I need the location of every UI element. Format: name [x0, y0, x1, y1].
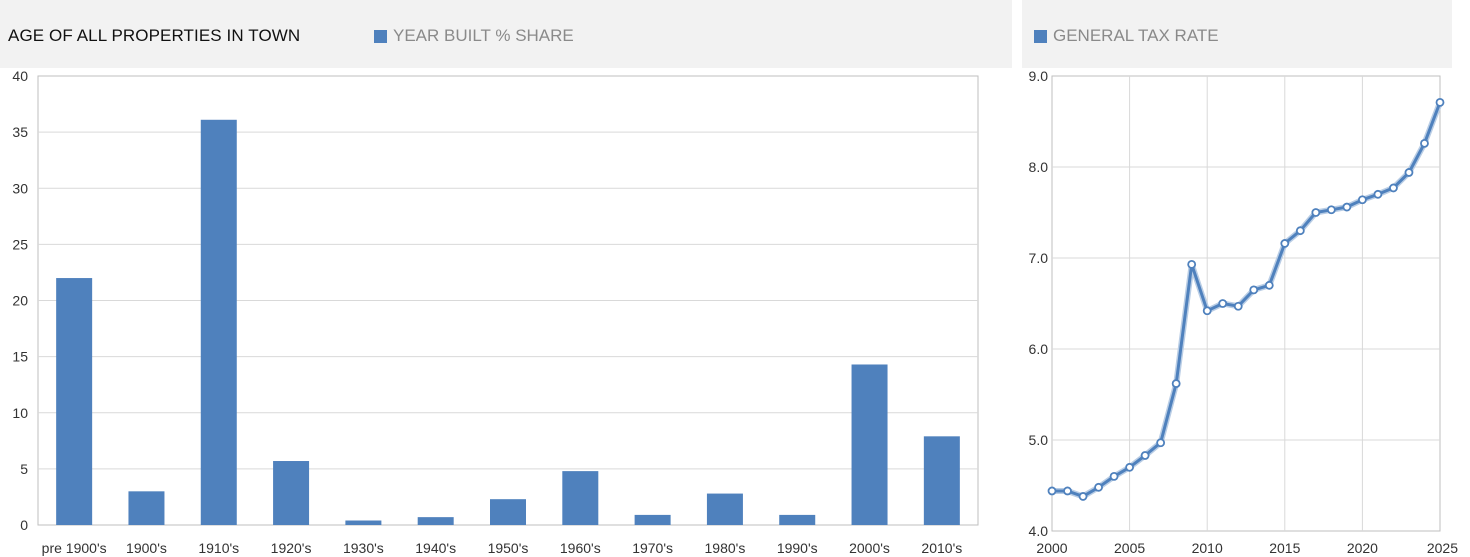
- bar: [923, 436, 960, 525]
- legend-swatch-year-built: [374, 29, 387, 43]
- tax-rate-point: [1187, 259, 1197, 269]
- tax-rate-point: [1125, 462, 1134, 472]
- bar-y-tick-label: 15: [12, 349, 28, 365]
- tax-rate-point: [1311, 208, 1321, 217]
- tax-rate-point: [1063, 486, 1072, 496]
- tax-rate-point: [1295, 226, 1305, 236]
- line-x-tick-label: 2010: [1192, 540, 1223, 556]
- bar-x-tick-label: 1950's: [488, 540, 529, 556]
- tax-rate-point: [1094, 482, 1103, 492]
- line-x-tick-label: 2000: [1036, 540, 1067, 556]
- tax-rate-line: [1052, 101, 1442, 498]
- legend-label-year-built: YEAR BUILT % SHARE: [393, 26, 574, 45]
- line-x-tick-label: 2015: [1269, 540, 1300, 556]
- legend-swatch-tax-rate: [1034, 29, 1047, 43]
- tax-rate-point: [1249, 285, 1259, 295]
- tax-rate-point: [1156, 438, 1166, 448]
- line-y-tick-label: 5.0: [1029, 432, 1049, 448]
- bar-x-tick-label: 1960's: [560, 540, 601, 556]
- left-chart-legend: YEAR BUILT % SHARE: [374, 26, 574, 46]
- tax-rate-point: [1218, 299, 1228, 308]
- bar-y-tick-label: 20: [12, 293, 28, 309]
- tax-rate-point: [1389, 183, 1398, 193]
- tax-rate-point: [1109, 471, 1119, 481]
- bar-y-tick-label: 35: [12, 124, 28, 140]
- bar: [345, 520, 382, 525]
- tax-rate-point: [1047, 486, 1057, 496]
- line-y-tick-label: 4.0: [1029, 523, 1049, 539]
- bar: [490, 499, 526, 525]
- bar-x-tick-label: 1910's: [198, 540, 239, 556]
- tax-rate-point: [1420, 138, 1429, 148]
- bar-x-tick-label: 1980's: [705, 540, 746, 556]
- bar-x-tick-label: 1900's: [126, 540, 167, 556]
- bar: [706, 493, 743, 525]
- line-plot-area: [1051, 75, 1441, 532]
- tax-rate-point: [1404, 168, 1414, 177]
- line-y-tick-label: 6.0: [1029, 341, 1049, 357]
- bar-x-tick-label: 1940's: [415, 540, 456, 556]
- line-y-tick-label: 7.0: [1029, 250, 1049, 266]
- bar-x-tick-label: 1970's: [632, 540, 673, 556]
- bar-y-tick-label: 0: [20, 517, 28, 533]
- left-chart-header: AGE OF ALL PROPERTIES IN TOWN YEAR BUILT…: [0, 0, 1012, 68]
- bar: [779, 514, 816, 525]
- bar: [273, 461, 310, 525]
- tax-rate-point: [1435, 97, 1445, 107]
- bar-x-tick-label: pre 1900's: [42, 540, 107, 556]
- left-chart-title: AGE OF ALL PROPERTIES IN TOWN: [8, 26, 301, 45]
- bar-x-tick-label: 1930's: [343, 540, 384, 556]
- bar: [634, 514, 671, 525]
- line-x-tick-label: 2005: [1114, 540, 1145, 556]
- tax-rate-point: [1358, 195, 1367, 205]
- tax-rate-point: [1280, 239, 1290, 248]
- bar: [200, 119, 237, 525]
- tax-rate-point: [1171, 379, 1181, 388]
- right-chart-legend: GENERAL TAX RATE: [1034, 26, 1219, 46]
- bar-y-tick-label: 10: [12, 405, 28, 421]
- tax-rate-point: [1326, 205, 1336, 215]
- tax-rate-point: [1202, 306, 1212, 316]
- bar-x-tick-label: 2000's: [849, 540, 890, 556]
- bar-x-tick-label: 2010's: [921, 540, 962, 556]
- bar-x-tick-label: 1990's: [777, 540, 818, 556]
- line-chart-general-tax-rate: 4.0 5.0 6.0 7.0 8.0 9.0 2000 2005 2010 2015 2020 20…: [1029, 68, 1459, 556]
- line-x-tick-label: 2020: [1347, 540, 1378, 556]
- right-chart-header: GENERAL TAX RATE: [1022, 0, 1452, 68]
- bar-chart-age-of-properties: 0 5 10 15 20 25 30 35 40 pre 1900's 1900's 1910's 19…: [12, 68, 979, 556]
- bar: [851, 364, 888, 525]
- bar-y-tick-label: 40: [12, 68, 28, 84]
- tax-rate-point: [1373, 189, 1383, 199]
- bar: [56, 278, 93, 525]
- legend-label-tax-rate: GENERAL TAX RATE: [1053, 26, 1219, 45]
- bar-y-tick-label: 30: [12, 180, 28, 196]
- bar: [562, 471, 599, 525]
- line-y-tick-label: 8.0: [1029, 159, 1049, 175]
- bar: [417, 517, 454, 525]
- bar-x-tick-label: 1920's: [271, 540, 312, 556]
- line-x-tick-label: 2025: [1427, 540, 1458, 556]
- tax-rate-point: [1140, 451, 1150, 460]
- bar-y-tick-label: 25: [12, 236, 28, 252]
- tax-rate-point: [1264, 280, 1274, 290]
- line-y-tick-label: 9.0: [1029, 68, 1049, 84]
- tax-rate-point: [1078, 492, 1088, 501]
- bar-y-tick-label: 5: [20, 461, 28, 477]
- tax-rate-point: [1342, 202, 1352, 212]
- bar: [128, 491, 165, 525]
- tax-rate-point: [1233, 301, 1243, 311]
